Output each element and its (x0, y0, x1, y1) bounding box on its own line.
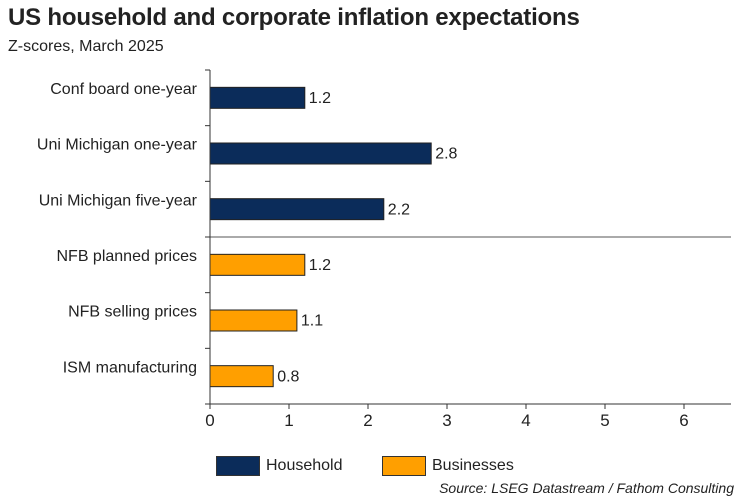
legend-label-businesses: Businesses (432, 457, 514, 474)
chart-subtitle: Z-scores, March 2025 (8, 38, 164, 55)
chart-title: US household and corporate inflation exp… (8, 4, 580, 31)
bar (209, 309, 298, 332)
bar (209, 86, 306, 109)
x-tick-label: 1 (284, 411, 293, 430)
bar (209, 365, 274, 388)
legend-item-household: Household (216, 456, 343, 476)
x-tick-label: 0 (205, 411, 214, 430)
category-label: ISM manufacturing (63, 359, 197, 376)
bar (209, 253, 306, 276)
bar-value-label: 0.8 (277, 368, 299, 385)
category-label: Conf board one-year (50, 81, 197, 98)
bar-value-label: 2.2 (388, 201, 410, 218)
x-tick-label: 3 (442, 411, 451, 430)
legend-item-businesses: Businesses (382, 456, 514, 476)
x-tick-label: 5 (600, 411, 609, 430)
legend-swatch-businesses (382, 456, 426, 476)
x-tick-label: 2 (363, 411, 372, 430)
category-label: NFB selling prices (68, 304, 197, 321)
bar-value-label: 1.2 (309, 257, 331, 274)
x-tick-label: 6 (679, 411, 688, 430)
bar-value-label: 1.2 (309, 90, 331, 107)
legend-label-household: Household (266, 457, 343, 474)
category-label: Uni Michigan five-year (39, 192, 198, 209)
x-tick-label: 4 (521, 411, 530, 430)
legend-swatch-household (216, 456, 260, 476)
category-label: Uni Michigan one-year (37, 137, 198, 154)
bar-value-label: 2.8 (435, 146, 457, 163)
source-note: Source: LSEG Datastream / Fathom Consult… (439, 480, 734, 496)
bar (209, 198, 385, 221)
bar (209, 142, 432, 165)
bar-value-label: 1.1 (301, 313, 323, 330)
category-label: NFB planned prices (56, 248, 197, 265)
